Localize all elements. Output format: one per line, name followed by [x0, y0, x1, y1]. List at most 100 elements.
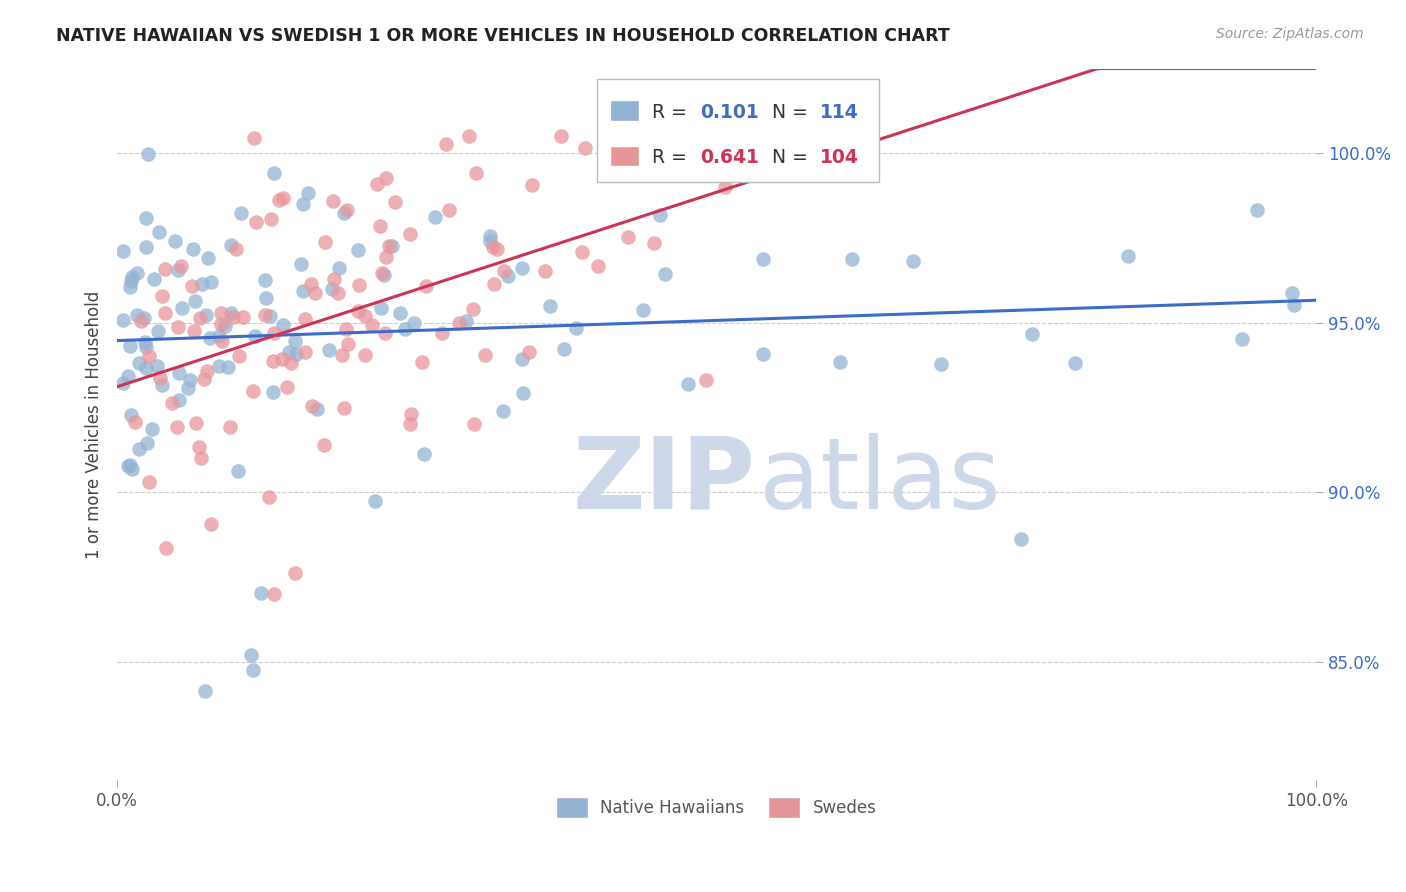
- Point: [150, 289, 173, 303]
- Point: [314, 235, 336, 249]
- Point: [195, 308, 218, 322]
- Text: 114: 114: [820, 103, 859, 121]
- FancyBboxPatch shape: [596, 79, 879, 182]
- Point: [413, 447, 436, 461]
- Point: [207, 329, 229, 343]
- Point: [242, 663, 264, 677]
- Point: [463, 417, 485, 432]
- Point: [538, 299, 561, 313]
- Point: [335, 322, 357, 336]
- Point: [374, 326, 396, 341]
- Point: [347, 243, 370, 257]
- Point: [373, 268, 395, 283]
- Point: [160, 396, 183, 410]
- Point: [553, 342, 575, 356]
- Point: [360, 318, 382, 332]
- Point: [695, 373, 717, 387]
- Point: [254, 308, 277, 322]
- Point: [401, 407, 423, 421]
- Point: [328, 261, 350, 276]
- Y-axis label: 1 or more Vehicles in Household: 1 or more Vehicles in Household: [86, 290, 103, 558]
- Point: [616, 230, 638, 244]
- Point: [1010, 533, 1032, 547]
- Point: [432, 326, 454, 340]
- Point: [291, 196, 314, 211]
- Point: [1281, 286, 1303, 301]
- Point: [180, 278, 202, 293]
- Point: [277, 345, 299, 359]
- Point: [270, 352, 292, 367]
- Point: [153, 306, 176, 320]
- Point: [271, 318, 294, 333]
- Point: [828, 355, 851, 369]
- Point: [474, 348, 496, 362]
- Point: [257, 490, 280, 504]
- Point: [155, 541, 177, 556]
- Point: [190, 277, 212, 292]
- Point: [166, 419, 188, 434]
- Point: [222, 310, 245, 324]
- Point: [190, 451, 212, 466]
- Point: [170, 301, 193, 315]
- Point: [371, 266, 394, 280]
- Point: [304, 285, 326, 300]
- Point: [752, 347, 775, 361]
- Point: [146, 359, 169, 373]
- Point: [135, 211, 157, 226]
- Point: [323, 271, 346, 285]
- Point: [292, 284, 315, 298]
- Point: [208, 359, 231, 373]
- Point: [193, 372, 215, 386]
- Point: [263, 166, 285, 180]
- Point: [209, 317, 232, 331]
- Point: [249, 585, 271, 599]
- Point: [510, 261, 533, 276]
- Point: [571, 245, 593, 260]
- Point: [263, 587, 285, 601]
- Point: [929, 357, 952, 371]
- Point: [326, 285, 349, 300]
- Point: [219, 420, 242, 434]
- Point: [321, 282, 343, 296]
- Point: [347, 278, 370, 293]
- Point: [491, 404, 513, 418]
- Point: [228, 464, 250, 478]
- Point: [533, 264, 555, 278]
- Point: [120, 274, 142, 288]
- Point: [148, 225, 170, 239]
- Text: 0.641: 0.641: [700, 148, 759, 167]
- Point: [120, 339, 142, 353]
- Text: R =: R =: [652, 148, 693, 167]
- Point: [381, 238, 404, 252]
- Point: [312, 438, 335, 452]
- Point: [149, 371, 172, 385]
- Point: [496, 268, 519, 283]
- Point: [188, 311, 211, 326]
- Point: [121, 270, 143, 285]
- Point: [336, 202, 359, 217]
- Point: [239, 648, 262, 662]
- Point: [586, 259, 609, 273]
- Point: [307, 402, 329, 417]
- Point: [200, 275, 222, 289]
- Point: [330, 348, 353, 362]
- Point: [167, 393, 190, 408]
- Point: [751, 252, 773, 266]
- Point: [217, 360, 239, 375]
- Point: [1230, 332, 1253, 346]
- Point: [141, 422, 163, 436]
- Point: [482, 277, 505, 292]
- Text: atlas: atlas: [759, 433, 1000, 530]
- Point: [284, 334, 307, 348]
- Point: [197, 364, 219, 378]
- Point: [254, 273, 277, 287]
- Point: [434, 136, 457, 151]
- Text: 104: 104: [820, 148, 859, 167]
- Point: [112, 244, 135, 258]
- Point: [136, 147, 159, 161]
- Point: [150, 378, 173, 392]
- Point: [167, 366, 190, 380]
- Point: [263, 326, 285, 340]
- Point: [232, 310, 254, 324]
- Point: [183, 242, 205, 256]
